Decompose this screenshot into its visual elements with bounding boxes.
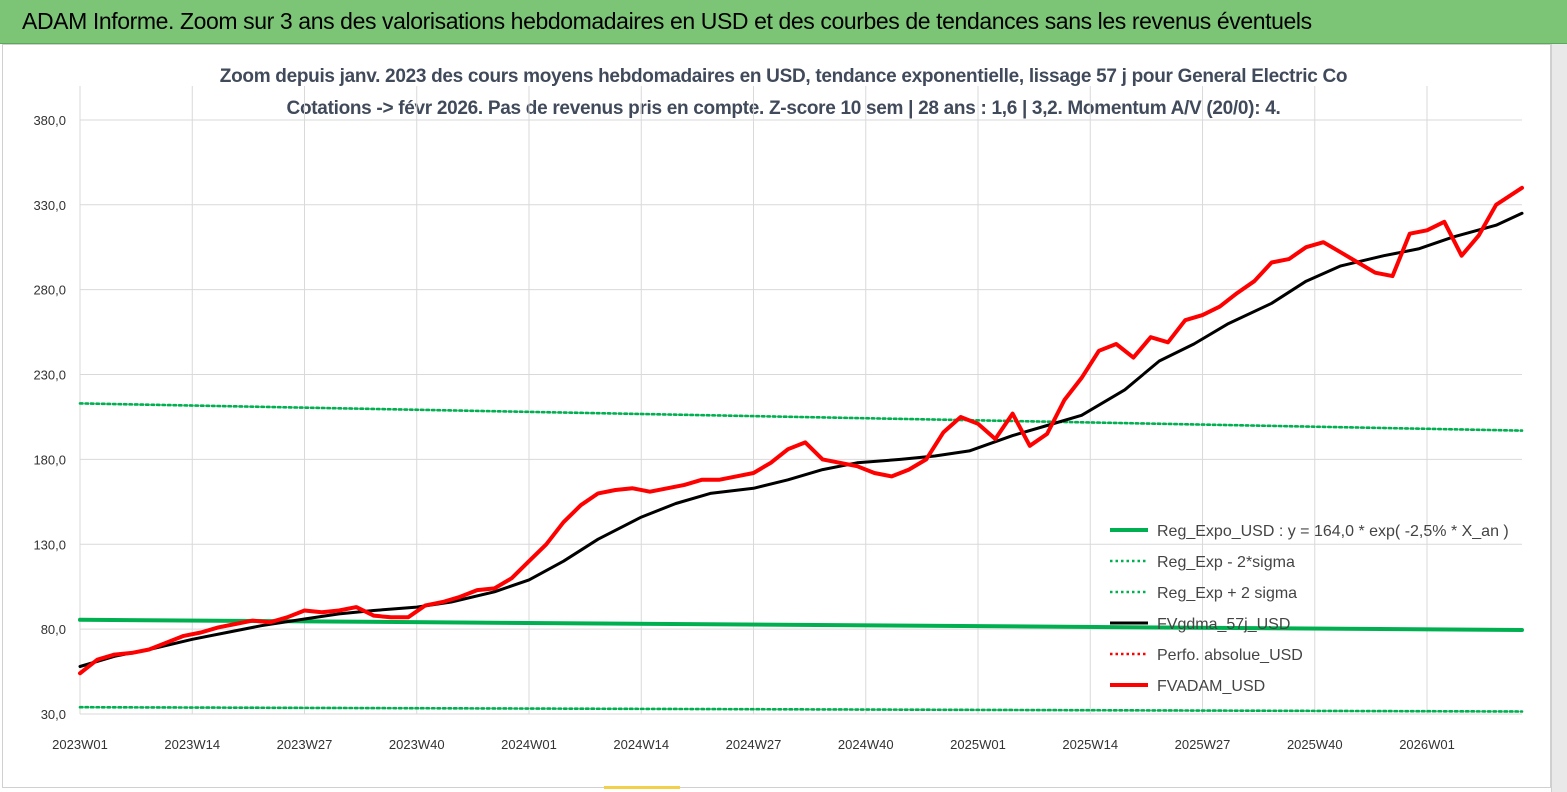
- x-tick-label: 2024W27: [726, 737, 782, 752]
- y-tick-label: 230,0: [33, 368, 66, 383]
- x-tick-label: 2026W01: [1399, 737, 1455, 752]
- x-tick-label: 2024W40: [838, 737, 894, 752]
- y-tick-label: 330,0: [33, 198, 66, 213]
- x-tick-label: 2023W01: [52, 737, 108, 752]
- x-tick-label: 2025W40: [1287, 737, 1343, 752]
- reg-exp-plus-2sigma-line: [78, 402, 1524, 432]
- report-title: ADAM Informe. Zoom sur 3 ans des valoris…: [22, 8, 1312, 34]
- report-banner: ADAM Informe. Zoom sur 3 ans des valoris…: [0, 0, 1567, 44]
- chart-subtitle: Cotations -> févr 2026. Pas de revenus p…: [286, 98, 1281, 119]
- legend-label: Reg_Expo_USD : y = 164,0 * exp( -2,5% * …: [1157, 523, 1509, 540]
- x-tick-label: 2023W40: [389, 737, 445, 752]
- fvadam-line: [78, 185, 1524, 676]
- x-tick-label: 2024W01: [501, 737, 557, 752]
- y-tick-label: 130,0: [33, 537, 66, 552]
- legend-label: FVADAM_USD: [1157, 678, 1265, 695]
- legend-label: Reg_Exp - 2*sigma: [1157, 554, 1295, 571]
- x-tick-label: 2025W01: [950, 737, 1006, 752]
- x-tick-label: 2023W14: [164, 737, 220, 752]
- vertical-scrollbar[interactable]: [1551, 44, 1567, 792]
- x-tick-label: 2024W14: [613, 737, 669, 752]
- y-tick-label: 30,0: [41, 707, 66, 722]
- x-tick-label: 2025W27: [1175, 737, 1231, 752]
- chart-frame: [2, 44, 1551, 788]
- legend-label: Perfo. absolue_USD: [1157, 647, 1303, 664]
- y-tick-label: 180,0: [33, 452, 66, 467]
- legend-label: FVgdma_57j_USD: [1157, 616, 1290, 633]
- chart-title: Zoom depuis janv. 2023 des cours moyens …: [219, 66, 1348, 87]
- legend-label: Reg_Exp + 2 sigma: [1157, 585, 1297, 602]
- sheet-tab-indicator[interactable]: [604, 786, 680, 789]
- x-tick-label: 2025W14: [1062, 737, 1118, 752]
- reg-expo-line: [78, 617, 1524, 632]
- reg-exp-minus-2sigma-line: [78, 705, 1524, 713]
- y-tick-label: 80,0: [41, 622, 66, 637]
- y-tick-label: 380,0: [33, 113, 66, 128]
- x-tick-label: 2023W27: [277, 737, 333, 752]
- fvgdma-57j-line: [78, 211, 1524, 668]
- y-tick-label: 280,0: [33, 283, 66, 298]
